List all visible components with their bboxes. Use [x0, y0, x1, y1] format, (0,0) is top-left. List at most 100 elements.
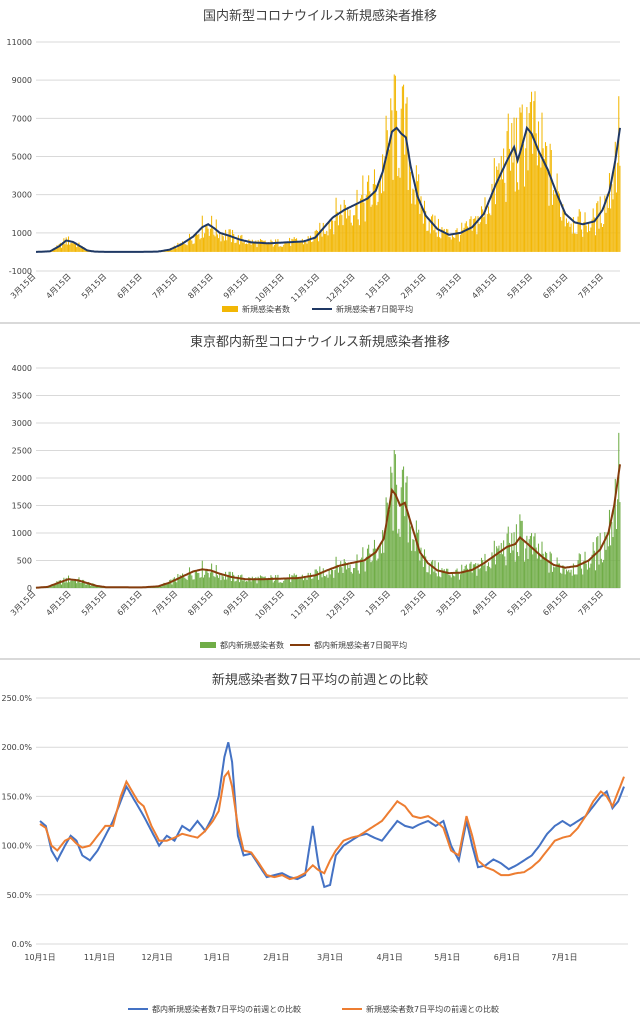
daily-case-bar: [284, 578, 286, 588]
daily-case-bar: [377, 558, 379, 588]
daily-case-bar: [235, 242, 237, 252]
daily-case-bar: [492, 189, 494, 252]
daily-case-bar: [485, 224, 487, 252]
daily-case-bar: [382, 154, 384, 252]
daily-case-bar: [234, 243, 236, 252]
daily-case-bar: [209, 228, 211, 252]
daily-case-bar: [496, 546, 498, 588]
daily-case-bar: [527, 170, 529, 252]
daily-case-bar: [191, 240, 193, 252]
daily-case-bar: [243, 240, 245, 252]
daily-case-bar: [52, 249, 54, 252]
y-tick-label: 150.0%: [1, 792, 32, 801]
daily-case-bar: [564, 574, 566, 588]
daily-case-bar: [194, 570, 196, 588]
daily-case-bar: [357, 219, 359, 252]
daily-case-bar: [520, 520, 522, 588]
daily-case-bar: [536, 558, 538, 588]
daily-case-bar: [197, 234, 199, 252]
daily-case-bar: [378, 548, 380, 588]
daily-case-bar: [293, 573, 295, 588]
daily-case-bar: [525, 548, 527, 588]
daily-case-bar: [490, 568, 492, 588]
daily-case-bar: [199, 577, 201, 588]
y-tick-label: 9000: [12, 76, 32, 85]
daily-case-bar: [368, 544, 370, 588]
daily-case-bar: [190, 239, 192, 252]
daily-case-bar: [578, 209, 580, 252]
daily-case-bar: [270, 239, 272, 252]
daily-case-bar: [474, 564, 476, 588]
daily-case-bar: [258, 578, 260, 588]
daily-case-bar: [285, 578, 287, 588]
daily-case-bar: [83, 579, 85, 588]
daily-case-bar: [491, 183, 493, 252]
daily-case-bar: [221, 233, 223, 252]
daily-case-bar: [322, 568, 324, 588]
daily-case-bar: [88, 582, 90, 588]
daily-case-bar: [405, 482, 407, 588]
x-tick-label: 7月15日: [577, 272, 605, 300]
daily-case-bar: [294, 575, 296, 588]
daily-case-bar: [419, 213, 421, 252]
daily-case-bar: [284, 242, 286, 252]
daily-case-bar: [477, 216, 479, 252]
daily-case-bar: [280, 582, 282, 588]
daily-case-bar: [548, 572, 550, 588]
daily-case-bar: [61, 584, 63, 588]
daily-case-bar: [302, 580, 305, 588]
daily-case-bar: [205, 569, 207, 588]
daily-case-bar: [179, 575, 181, 588]
daily-case-bar: [383, 191, 385, 252]
daily-case-bar: [362, 547, 364, 588]
daily-case-bar: [296, 238, 298, 252]
daily-case-bar: [300, 241, 302, 252]
daily-case-bar: [506, 533, 508, 588]
daily-case-bar: [428, 221, 430, 252]
daily-case-bar: [230, 242, 232, 252]
daily-case-bar: [67, 236, 70, 252]
x-tick-label: 12月15日: [325, 272, 357, 304]
daily-case-bar: [279, 582, 281, 588]
daily-case-bar: [289, 574, 291, 588]
daily-case-bar: [528, 539, 530, 588]
daily-case-bar: [406, 476, 408, 588]
daily-case-bar: [80, 582, 82, 588]
daily-case-bar: [432, 214, 434, 252]
daily-case-bar: [522, 143, 524, 252]
x-tick-label: 1月1日: [204, 953, 230, 962]
daily-case-bar: [479, 568, 481, 588]
x-tick-label: 6月15日: [541, 272, 569, 300]
daily-case-bar: [589, 231, 591, 252]
daily-case-bar: [170, 579, 172, 588]
daily-case-bar: [218, 238, 220, 252]
daily-case-bar: [510, 170, 512, 252]
daily-case-bar: [254, 241, 256, 252]
daily-case-bar: [570, 223, 572, 252]
daily-case-bar: [425, 210, 427, 252]
daily-case-bar: [276, 241, 278, 252]
daily-case-bar: [549, 143, 551, 252]
daily-case-bar: [63, 577, 65, 588]
daily-case-bar: [436, 236, 438, 252]
daily-case-bar: [546, 145, 548, 252]
daily-case-bar: [420, 547, 422, 588]
daily-case-bar: [428, 565, 430, 588]
y-tick-label: 3000: [12, 419, 32, 428]
daily-case-bar: [380, 193, 382, 252]
daily-case-bar: [249, 577, 251, 588]
daily-case-bar: [551, 204, 553, 252]
daily-case-bar: [604, 195, 606, 252]
y-tick-label: 2000: [12, 474, 32, 483]
daily-case-bar: [390, 466, 392, 588]
daily-case-bar: [590, 563, 592, 588]
daily-case-bar: [446, 228, 448, 252]
daily-case-bar: [85, 250, 87, 252]
legend-line-label: 新規感染者7日間平均: [336, 304, 413, 314]
panel-divider: [0, 322, 640, 324]
daily-case-bar: [247, 581, 249, 588]
daily-case-bar: [301, 574, 303, 588]
daily-case-bar: [506, 131, 508, 252]
daily-case-bar: [541, 112, 543, 252]
legend-bar-swatch: [222, 306, 238, 312]
